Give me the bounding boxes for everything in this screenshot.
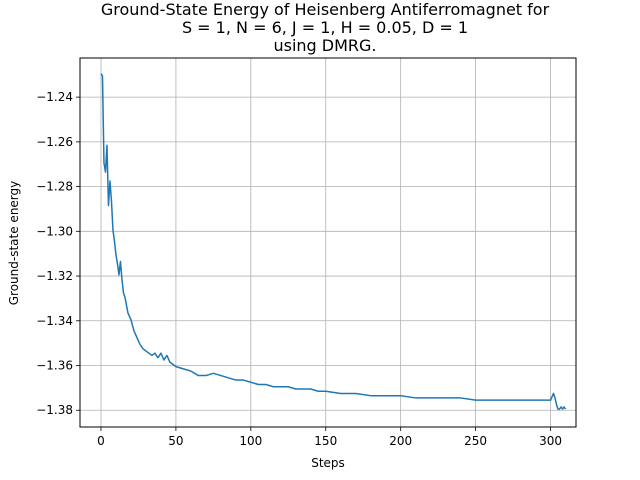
y-tick-label: −1.32 bbox=[36, 269, 73, 283]
x-tick-label: 150 bbox=[314, 434, 337, 448]
x-tick-label: 0 bbox=[97, 434, 105, 448]
y-axis-ticks: −1.24 −1.26 −1.28 −1.30 −1.32 −1.34 −1.36 −1.38 bbox=[36, 90, 80, 417]
y-tick-label: −1.34 bbox=[36, 314, 73, 328]
y-tick-label: −1.30 bbox=[36, 224, 73, 238]
y-tick-label: −1.24 bbox=[36, 90, 73, 104]
chart-title-line-1: Ground-State Energy of Heisenberg Antife… bbox=[101, 0, 550, 19]
y-tick-label: −1.26 bbox=[36, 135, 73, 149]
x-tick-label: 250 bbox=[464, 434, 487, 448]
grid-lines bbox=[80, 58, 576, 427]
x-tick-label: 100 bbox=[239, 434, 262, 448]
x-tick-label: 200 bbox=[389, 434, 412, 448]
x-axis-label: Steps bbox=[311, 456, 345, 470]
series-group bbox=[100, 73, 567, 410]
y-axis-label: Ground-state energy bbox=[7, 181, 21, 306]
y-tick-label: −1.38 bbox=[36, 403, 73, 417]
x-axis-ticks: 0 50 100 150 200 250 300 bbox=[97, 427, 562, 448]
x-tick-label: 50 bbox=[168, 434, 183, 448]
chart-title-line-3: using DMRG. bbox=[273, 36, 376, 55]
x-tick-label: 300 bbox=[539, 434, 562, 448]
y-tick-label: −1.28 bbox=[36, 180, 73, 194]
y-tick-label: −1.36 bbox=[36, 359, 73, 373]
series-line bbox=[100, 73, 567, 410]
plot-frame bbox=[79, 57, 577, 428]
chart-title-line-2: S = 1, N = 6, J = 1, H = 0.05, D = 1 bbox=[182, 18, 468, 37]
plot-area bbox=[80, 58, 576, 427]
